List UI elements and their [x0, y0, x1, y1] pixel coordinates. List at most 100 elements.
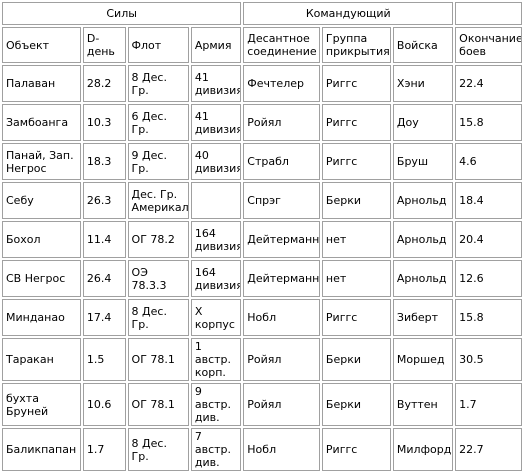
table-row: бухта Бруней 10.6 ОГ 78.1 9 австр. див. Ройя… [2, 383, 522, 426]
cell-troops: Вуттен [392, 383, 454, 426]
column-header-army: Армия [190, 27, 242, 63]
table-row: Минданао 17.4 8 Дес. Гр. X корпус Нобл Риггс З… [2, 299, 522, 336]
cell-object: Замбоанга [2, 104, 81, 141]
cell-fleet: ОГ 78.2 [127, 221, 189, 258]
column-header-troops: Войска [392, 27, 454, 63]
cell-d-day: 26.3 [82, 182, 126, 219]
cell-landing-force: Фечтелер [243, 65, 320, 102]
cell-army [190, 182, 242, 219]
table-row: Себу 26.3 Дес. Гр. Америкал Спрэг Берки Арнол… [2, 182, 522, 219]
column-header-object: Объект [2, 27, 81, 63]
cell-end-of-fighting: 4.6 [455, 143, 522, 180]
cell-army: 1 австр. корп. [190, 338, 242, 381]
table-row: Бохол 11.4 ОГ 78.2 164 дивизия Дейтерманн нет… [2, 221, 522, 258]
cell-end-of-fighting: 15.8 [455, 299, 522, 336]
cell-d-day: 1.5 [82, 338, 126, 381]
cell-cover-group: Риггс [321, 104, 391, 141]
table-body: Палаван 28.2 8 Дес. Гр. 41 дивизия Фечтелер Р… [2, 65, 522, 471]
cell-d-day: 11.4 [82, 221, 126, 258]
cell-troops: Милфорд [392, 428, 454, 471]
cell-troops: Моршед [392, 338, 454, 381]
cell-army: 9 австр. див. [190, 383, 242, 426]
cell-troops: Арнольд [392, 260, 454, 297]
cell-landing-force: Ройял [243, 383, 320, 426]
column-header-d-day: D-день [82, 27, 126, 63]
cell-cover-group: Берки [321, 182, 391, 219]
cell-end-of-fighting: 15.8 [455, 104, 522, 141]
cell-end-of-fighting: 1.7 [455, 383, 522, 426]
cell-landing-force: Дейтерманн [243, 260, 320, 297]
group-header-row: Силы Командующий [2, 2, 522, 25]
cell-object: Минданао [2, 299, 81, 336]
cell-landing-force: Ройял [243, 104, 320, 141]
cell-d-day: 17.4 [82, 299, 126, 336]
cell-object: Баликпапан [2, 428, 81, 471]
cell-end-of-fighting: 20.4 [455, 221, 522, 258]
cell-troops: Хэни [392, 65, 454, 102]
cell-d-day: 1.7 [82, 428, 126, 471]
cell-landing-force: Нобл [243, 428, 320, 471]
cell-cover-group: Берки [321, 338, 391, 381]
cell-d-day: 28.2 [82, 65, 126, 102]
cell-landing-force: Дейтерманн [243, 221, 320, 258]
column-header-landing-force: Десантное соединение [243, 27, 320, 63]
column-header-fleet: Флот [127, 27, 189, 63]
cell-cover-group: нет [321, 221, 391, 258]
cell-cover-group: Риггс [321, 143, 391, 180]
cell-army: 41 дивизия [190, 65, 242, 102]
cell-fleet: 8 Дес. Гр. [127, 65, 189, 102]
cell-object: Панай, Зап. Негрос [2, 143, 81, 180]
cell-troops: Арнольд [392, 182, 454, 219]
cell-troops: Доу [392, 104, 454, 141]
column-header-row: Объект D-день Флот Армия Десантное соеди… [2, 27, 522, 63]
table-row: Замбоанга 10.3 6 Дес. Гр. 41 дивизия Ройял Ри… [2, 104, 522, 141]
table-row: СВ Негрос 26.4 ОЭ 78.3.3 164 дивизия Дейтерм… [2, 260, 522, 297]
cell-cover-group: Риггс [321, 299, 391, 336]
cell-fleet: 6 Дес. Гр. [127, 104, 189, 141]
cell-d-day: 10.3 [82, 104, 126, 141]
cell-cover-group: Берки [321, 383, 391, 426]
cell-object: СВ Негрос [2, 260, 81, 297]
cell-troops: Арнольд [392, 221, 454, 258]
table-row: Панай, Зап. Негрос 18.3 9 Дес. Гр. 40 дивиз… [2, 143, 522, 180]
cell-fleet: ОЭ 78.3.3 [127, 260, 189, 297]
cell-end-of-fighting: 18.4 [455, 182, 522, 219]
cell-d-day: 10.6 [82, 383, 126, 426]
forces-group-header: Силы [2, 2, 242, 25]
column-header-end-of-fighting: Окончание боев [455, 27, 522, 63]
cell-object: бухта Бруней [2, 383, 81, 426]
column-header-cover-group: Группа прикрытия [321, 27, 391, 63]
cell-fleet: Дес. Гр. Америкал [127, 182, 189, 219]
cell-army: 40 дивизия [190, 143, 242, 180]
cell-object: Себу [2, 182, 81, 219]
table-row: Баликпапан 1.7 8 Дес. Гр. 7 австр. див. Нобл… [2, 428, 522, 471]
cell-object: Бохол [2, 221, 81, 258]
cell-army: 164 дивизия [190, 260, 242, 297]
cell-end-of-fighting: 30.5 [455, 338, 522, 381]
cell-fleet: 9 Дес. Гр. [127, 143, 189, 180]
cell-d-day: 18.3 [82, 143, 126, 180]
cell-landing-force: Страбл [243, 143, 320, 180]
cell-army: 7 австр. див. [190, 428, 242, 471]
cell-end-of-fighting: 12.6 [455, 260, 522, 297]
cell-end-of-fighting: 22.4 [455, 65, 522, 102]
cell-fleet: ОГ 78.1 [127, 383, 189, 426]
cell-army: 164 дивизия [190, 221, 242, 258]
cell-object: Таракан [2, 338, 81, 381]
cell-cover-group: Риггс [321, 428, 391, 471]
cell-d-day: 26.4 [82, 260, 126, 297]
cell-cover-group: Риггс [321, 65, 391, 102]
cell-army: 41 дивизия [190, 104, 242, 141]
cell-cover-group: нет [321, 260, 391, 297]
cell-troops: Зиберт [392, 299, 454, 336]
cell-object: Палаван [2, 65, 81, 102]
cell-fleet: 8 Дес. Гр. [127, 428, 189, 471]
commander-group-header: Командующий [243, 2, 454, 25]
cell-fleet: 8 Дес. Гр. [127, 299, 189, 336]
cell-army: X корпус [190, 299, 242, 336]
cell-troops: Бруш [392, 143, 454, 180]
cell-landing-force: Нобл [243, 299, 320, 336]
cell-landing-force: Спрэг [243, 182, 320, 219]
cell-end-of-fighting: 22.7 [455, 428, 522, 471]
